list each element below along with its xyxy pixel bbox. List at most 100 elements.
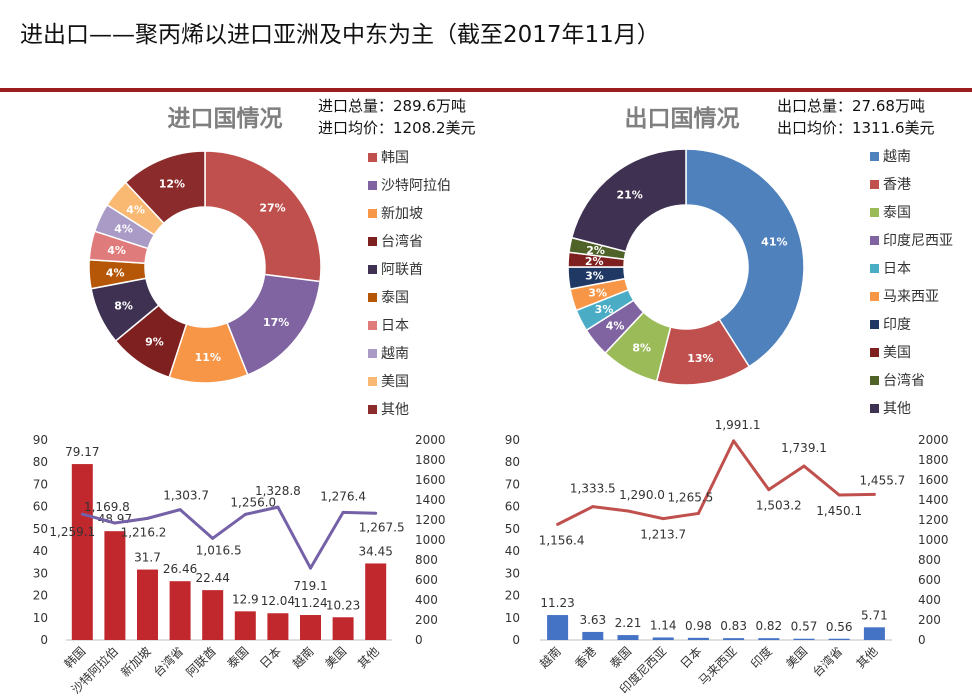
line-value-label: 1,156.4 [539, 533, 585, 547]
slice-label: 4% [107, 244, 126, 257]
line-point-7 [767, 488, 771, 492]
x-tick-label: 泰国 [607, 644, 634, 671]
bar-value-label: 12.04 [261, 594, 295, 608]
y-left-tick: 60 [33, 500, 48, 514]
y-right-tick: 400 [415, 593, 438, 607]
slice-label: 4% [126, 204, 145, 217]
pie-slice-10 [124, 150, 206, 225]
legend-entry: 泰国 [883, 205, 911, 221]
x-tick-label: 台湾省 [150, 644, 186, 680]
slice-label: 3% [595, 303, 614, 316]
y-right-tick: 1600 [415, 473, 446, 487]
slice-label: 41% [761, 235, 787, 248]
slice-label: 8% [632, 342, 651, 355]
bar-8 [793, 638, 815, 640]
bar-7 [267, 613, 289, 640]
legend-entry: 其他 [381, 402, 409, 418]
pie-summary: 进口总量：289.6万吨 [318, 97, 466, 115]
pie-slice-1 [204, 150, 322, 283]
x-tick-label: 台湾省 [809, 644, 845, 680]
line-point-4 [178, 508, 182, 512]
slice-label: 8% [114, 299, 133, 312]
line-point-10 [872, 492, 876, 496]
line-value-label: 1,290.0 [619, 488, 665, 502]
x-tick-label: 马来西亚 [696, 644, 740, 688]
bar-6 [723, 638, 745, 640]
legend-swatch [870, 404, 879, 413]
bar-6 [234, 611, 256, 640]
bar-value-label: 11.24 [293, 596, 327, 610]
pie-slice-1 [685, 148, 805, 368]
line-value-label: 1,328.8 [255, 484, 301, 498]
y-left-tick: 70 [33, 477, 48, 491]
legend-entry: 美国 [381, 374, 409, 390]
bar-value-label: 34.45 [359, 544, 393, 558]
page-title: 进出口——聚丙烯以进口亚洲及中东为主（截至2017年11月） [20, 22, 660, 48]
pie-title: 出口国情况 [625, 106, 740, 132]
line-value-label: 719.1 [293, 579, 327, 593]
bar-4 [652, 637, 674, 640]
slice-label: 21% [616, 188, 642, 201]
legend-entry: 韩国 [381, 150, 409, 166]
y-left-tick: 0 [40, 633, 48, 647]
slice-label: 17% [263, 316, 289, 329]
legend-entry: 台湾省 [883, 372, 925, 389]
bar-5 [202, 590, 224, 640]
legend-swatch [870, 180, 879, 189]
bar-value-label: 0.57 [791, 620, 818, 634]
bar-1 [71, 464, 93, 640]
bar-5 [687, 637, 709, 640]
legend-swatch [870, 208, 879, 217]
bar-value-label: 2.21 [615, 616, 642, 630]
slice-label: 2% [586, 244, 605, 257]
line-value-label: 1,303.7 [163, 489, 209, 503]
bar-value-label: 0.56 [826, 620, 853, 634]
y-right-tick: 1200 [415, 513, 446, 527]
line-point-9 [837, 493, 841, 497]
line-point-1 [80, 512, 84, 516]
line-point-7 [276, 505, 280, 509]
x-tick-label: 日本 [257, 644, 284, 671]
line-point-5 [696, 511, 700, 515]
y-right-tick: 600 [415, 573, 438, 587]
legend-swatch [368, 377, 377, 386]
bar-10 [365, 563, 387, 640]
slice-label: 13% [687, 352, 713, 365]
bar-value-label: 31.7 [134, 551, 161, 565]
line-value-label: 1,455.7 [859, 473, 905, 487]
legend-swatch [368, 265, 377, 274]
line-point-10 [374, 511, 378, 515]
legend-swatch [368, 153, 377, 162]
line-point-5 [211, 536, 215, 540]
bar-value-label: 79.17 [65, 445, 99, 459]
x-tick-label: 泰国 [225, 644, 252, 671]
legend-entry: 日本 [381, 318, 409, 334]
slice-label: 27% [259, 201, 285, 214]
line-point-2 [113, 521, 117, 525]
legend-swatch [870, 292, 879, 301]
line-value-label: 1,503.2 [756, 499, 802, 513]
bar-2 [582, 631, 604, 640]
y-right-tick: 0 [415, 633, 423, 647]
legend-entry: 美国 [883, 345, 911, 361]
bar-value-label: 3.63 [579, 613, 606, 627]
x-tick-label: 新加坡 [118, 644, 154, 680]
line-value-label: 1,265.5 [667, 490, 713, 504]
y-left-tick: 90 [33, 433, 48, 447]
y-right-tick: 200 [918, 613, 941, 627]
combo-chart-2: 0 10 20 30 40 50 60 70 80 90 0 200 400 600 800 1000 1200… [505, 418, 949, 696]
legend-swatch [870, 320, 879, 329]
x-tick-label: 越南 [289, 644, 317, 672]
y-left-tick: 10 [505, 611, 520, 625]
bar-value-label: 0.83 [720, 619, 747, 633]
legend-swatch [870, 152, 879, 161]
legend-swatch [368, 321, 377, 330]
line-series [556, 439, 875, 526]
y-right-tick: 2000 [918, 433, 949, 447]
line-point-6 [243, 512, 247, 516]
legend-swatch [368, 237, 377, 246]
legend-entry: 越南 [381, 346, 409, 362]
